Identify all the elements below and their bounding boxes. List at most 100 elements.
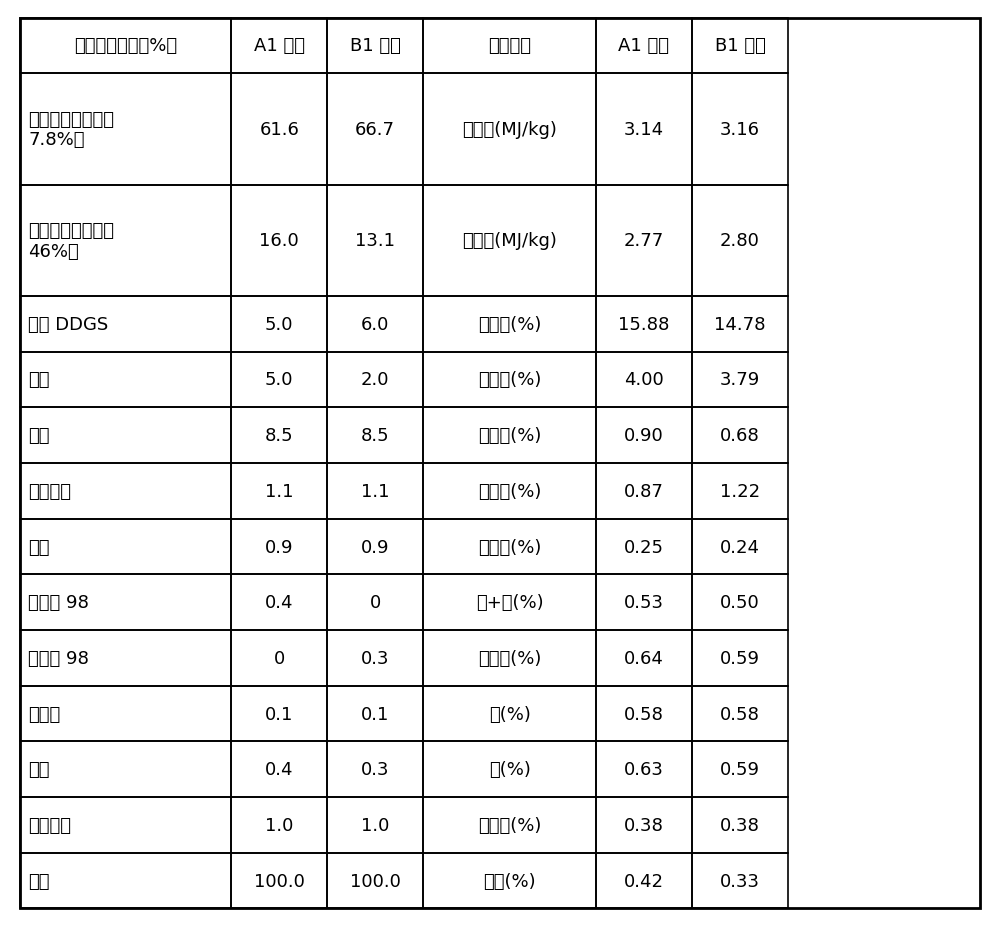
Text: 8.5: 8.5 (265, 426, 294, 445)
Text: 营养水平: 营养水平 (488, 37, 531, 56)
Bar (231, 19, 327, 74)
Text: 预混合料: 预混合料 (28, 816, 71, 834)
Text: A1 日粮: A1 日粮 (618, 37, 670, 56)
Bar (327, 408, 423, 464)
Text: 0.33: 0.33 (720, 871, 760, 890)
Bar (596, 19, 692, 74)
Bar (423, 185, 596, 297)
Text: 5.0: 5.0 (265, 315, 293, 334)
Bar (327, 686, 423, 742)
Text: 14.78: 14.78 (714, 315, 766, 334)
Bar (596, 575, 692, 630)
Text: 蛋+胱(%): 蛋+胱(%) (476, 593, 543, 612)
Text: 0.87: 0.87 (624, 482, 664, 501)
Text: 磷酸氢钙: 磷酸氢钙 (28, 482, 71, 501)
Bar (692, 408, 788, 464)
Text: 石粉: 石粉 (28, 538, 50, 556)
Text: 0.90: 0.90 (624, 426, 664, 445)
Text: 精氨酸 98: 精氨酸 98 (28, 649, 89, 667)
Text: 0.59: 0.59 (720, 760, 760, 779)
Bar (692, 575, 788, 630)
Bar (596, 853, 692, 908)
Bar (423, 742, 596, 797)
Bar (423, 853, 596, 908)
Text: 16.0: 16.0 (259, 232, 299, 250)
Bar (596, 297, 692, 352)
Bar (231, 352, 327, 408)
Text: 0.4: 0.4 (265, 593, 293, 612)
Text: 1.0: 1.0 (265, 816, 293, 834)
Bar (327, 19, 423, 74)
Bar (231, 575, 327, 630)
Text: 0.3: 0.3 (361, 649, 389, 667)
Text: 磷(%): 磷(%) (489, 760, 531, 779)
Text: 合计: 合计 (28, 871, 50, 890)
Bar (692, 519, 788, 575)
Bar (327, 519, 423, 575)
Bar (231, 742, 327, 797)
Text: 赖氨酸 98: 赖氨酸 98 (28, 593, 89, 612)
Text: 食盐: 食盐 (28, 760, 50, 779)
Text: 0.53: 0.53 (624, 593, 664, 612)
Bar (20, 853, 231, 908)
Text: 玉米（粗蛋白含量
7.8%）: 玉米（粗蛋白含量 7.8%） (28, 110, 114, 149)
Text: 3.79: 3.79 (720, 371, 760, 389)
Bar (692, 74, 788, 185)
Bar (692, 742, 788, 797)
Bar (231, 797, 327, 853)
Text: 8.5: 8.5 (361, 426, 390, 445)
Bar (423, 686, 596, 742)
Bar (692, 185, 788, 297)
Text: 1.22: 1.22 (720, 482, 760, 501)
Text: 0.63: 0.63 (624, 760, 664, 779)
Bar (423, 630, 596, 686)
Bar (231, 297, 327, 352)
Text: 豆粕（粗蛋白含量
46%）: 豆粕（粗蛋白含量 46%） (28, 222, 114, 260)
Bar (692, 797, 788, 853)
Text: 100.0: 100.0 (254, 871, 305, 890)
Text: 66.7: 66.7 (355, 121, 395, 139)
Bar (327, 630, 423, 686)
Bar (231, 408, 327, 464)
Text: 0.50: 0.50 (720, 593, 760, 612)
Text: 有效磷(%): 有效磷(%) (478, 816, 541, 834)
Bar (596, 742, 692, 797)
Bar (596, 797, 692, 853)
Text: 原料组成成份（%）: 原料组成成份（%） (74, 37, 177, 56)
Text: 0.68: 0.68 (720, 426, 760, 445)
Bar (20, 352, 231, 408)
Bar (423, 464, 596, 519)
Bar (327, 185, 423, 297)
Text: 2.77: 2.77 (624, 232, 664, 250)
Bar (692, 853, 788, 908)
Text: 小苏打: 小苏打 (28, 705, 60, 723)
Text: 2.0: 2.0 (361, 371, 389, 389)
Text: 0.1: 0.1 (361, 705, 389, 723)
Text: B1 日粮: B1 日粮 (350, 37, 401, 56)
Bar (20, 686, 231, 742)
Bar (20, 185, 231, 297)
Text: A1 日粮: A1 日粮 (254, 37, 305, 56)
Text: 13.1: 13.1 (355, 232, 395, 250)
Bar (20, 797, 231, 853)
Bar (692, 686, 788, 742)
Text: 食盐(%): 食盐(%) (483, 871, 536, 890)
Bar (423, 352, 596, 408)
Bar (327, 352, 423, 408)
Text: 0.3: 0.3 (361, 760, 389, 779)
Bar (423, 797, 596, 853)
Text: 0: 0 (370, 593, 381, 612)
Bar (596, 630, 692, 686)
Text: 4.00: 4.00 (624, 371, 664, 389)
Text: B1 日粮: B1 日粮 (715, 37, 765, 56)
Bar (692, 464, 788, 519)
Bar (423, 519, 596, 575)
Bar (327, 797, 423, 853)
Bar (20, 297, 231, 352)
Bar (231, 853, 327, 908)
Text: 1.1: 1.1 (361, 482, 389, 501)
Bar (327, 742, 423, 797)
Text: 0.59: 0.59 (720, 649, 760, 667)
Text: 0.64: 0.64 (624, 649, 664, 667)
Text: 100.0: 100.0 (350, 871, 401, 890)
